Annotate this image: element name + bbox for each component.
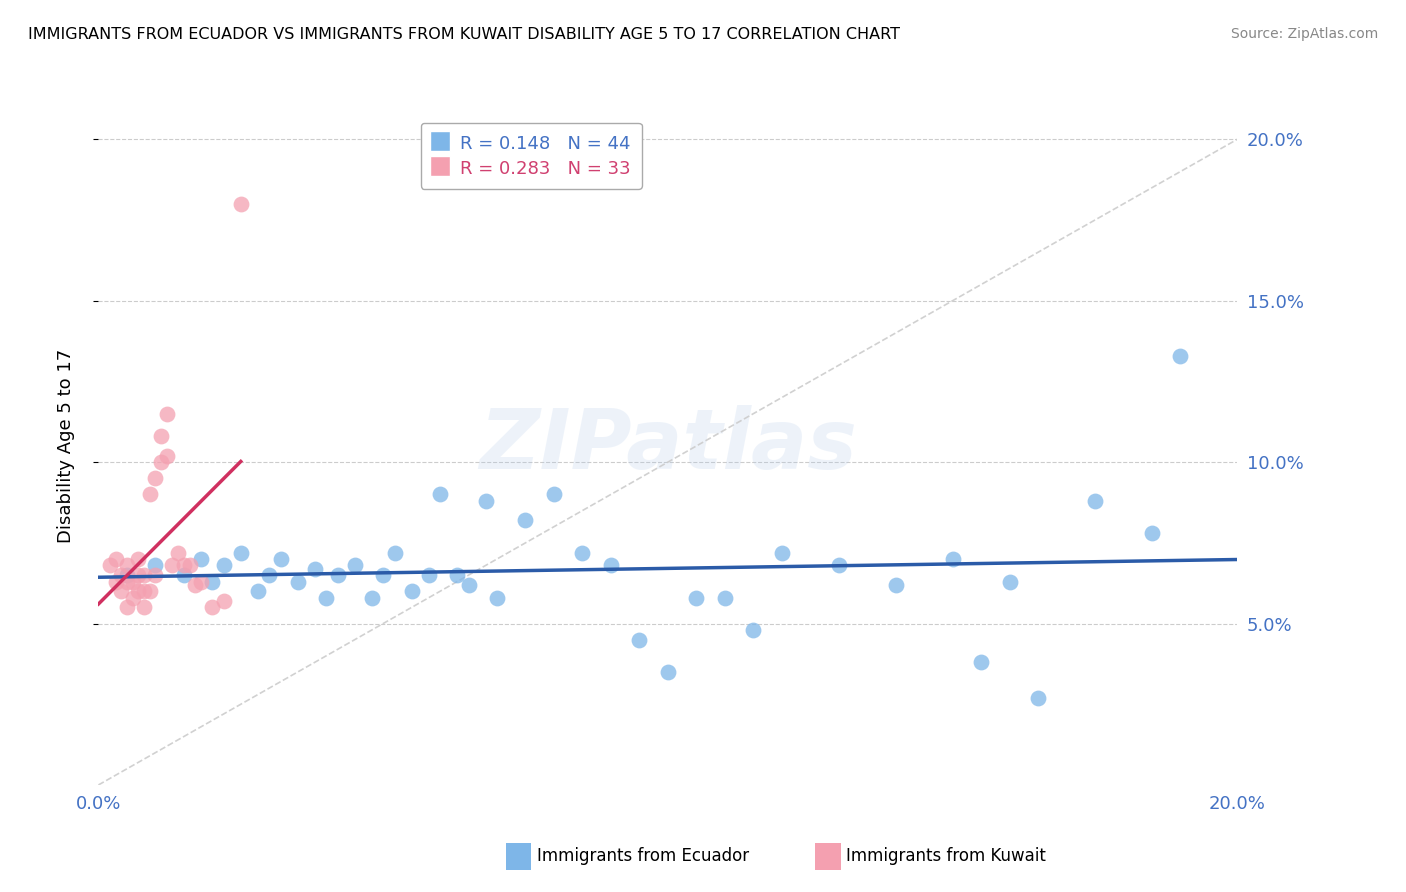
Point	[259, 568, 281, 582]
Point	[1170, 349, 1192, 363]
Legend: R = 0.148   N = 44, R = 0.283   N = 33: R = 0.148 N = 44, R = 0.283 N = 33	[420, 123, 641, 188]
Point	[1026, 690, 1049, 705]
Point	[132, 584, 155, 599]
Point	[110, 584, 132, 599]
Text: ZIPatlas: ZIPatlas	[479, 406, 856, 486]
Point	[98, 558, 121, 573]
Point	[446, 568, 468, 582]
Point	[401, 584, 423, 599]
Point	[287, 574, 309, 589]
Point	[156, 449, 179, 463]
Point	[179, 558, 201, 573]
Point	[657, 665, 679, 679]
Point	[115, 568, 138, 582]
Point	[942, 552, 965, 566]
Point	[486, 591, 509, 605]
Point	[184, 578, 207, 592]
Point	[828, 558, 851, 573]
Text: IMMIGRANTS FROM ECUADOR VS IMMIGRANTS FROM KUWAIT DISABILITY AGE 5 TO 17 CORRELA: IMMIGRANTS FROM ECUADOR VS IMMIGRANTS FR…	[28, 27, 900, 42]
Y-axis label: Disability Age 5 to 17: Disability Age 5 to 17	[56, 349, 75, 543]
Point	[145, 558, 167, 573]
Point	[173, 568, 195, 582]
Point	[474, 494, 496, 508]
Point	[229, 197, 252, 211]
Point	[246, 584, 269, 599]
Point	[145, 471, 167, 485]
Point	[115, 558, 138, 573]
Point	[343, 558, 366, 573]
Point	[104, 574, 127, 589]
Point	[138, 487, 160, 501]
Point	[115, 600, 138, 615]
Point	[132, 600, 155, 615]
Point	[384, 545, 406, 559]
Point	[132, 568, 155, 582]
Point	[418, 568, 440, 582]
Point	[121, 591, 143, 605]
Point	[173, 558, 195, 573]
Point	[127, 568, 149, 582]
Point	[360, 591, 382, 605]
Point	[742, 623, 765, 637]
Point	[304, 562, 326, 576]
Point	[212, 558, 235, 573]
Point	[167, 545, 190, 559]
Point	[770, 545, 793, 559]
Point	[884, 578, 907, 592]
Point	[110, 568, 132, 582]
Point	[127, 584, 149, 599]
Point	[162, 558, 184, 573]
Point	[190, 574, 212, 589]
Point	[515, 513, 537, 527]
Point	[115, 574, 138, 589]
Point	[970, 655, 993, 669]
Point	[121, 574, 143, 589]
Point	[201, 574, 224, 589]
Text: Immigrants from Kuwait: Immigrants from Kuwait	[846, 847, 1046, 865]
Point	[201, 600, 224, 615]
Point	[373, 568, 395, 582]
Point	[270, 552, 292, 566]
Point	[315, 591, 337, 605]
Point	[127, 552, 149, 566]
Point	[104, 552, 127, 566]
Point	[457, 578, 479, 592]
Point	[150, 429, 173, 443]
Point	[1084, 494, 1107, 508]
Point	[212, 594, 235, 608]
Text: Source: ZipAtlas.com: Source: ZipAtlas.com	[1230, 27, 1378, 41]
Point	[600, 558, 623, 573]
Point	[156, 407, 179, 421]
Point	[429, 487, 451, 501]
Point	[714, 591, 737, 605]
Point	[1140, 526, 1163, 541]
Point	[229, 545, 252, 559]
Point	[326, 568, 349, 582]
Point	[543, 487, 565, 501]
Point	[571, 545, 593, 559]
Point	[998, 574, 1021, 589]
Point	[150, 455, 173, 469]
Point	[145, 568, 167, 582]
Point	[628, 632, 651, 647]
Text: Immigrants from Ecuador: Immigrants from Ecuador	[537, 847, 749, 865]
Point	[685, 591, 707, 605]
Point	[138, 584, 160, 599]
Point	[190, 552, 212, 566]
